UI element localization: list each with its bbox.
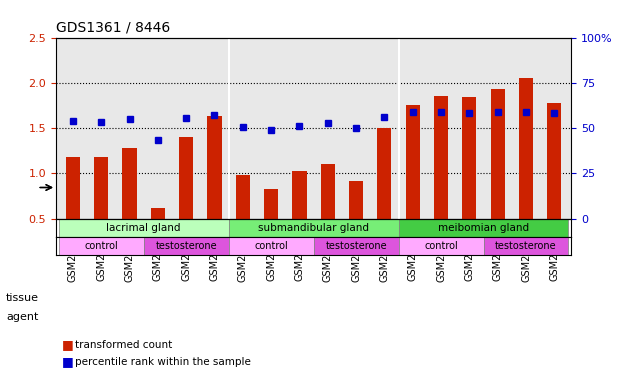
FancyBboxPatch shape (229, 237, 314, 255)
Bar (179, 137, 193, 219)
Bar (320, 164, 335, 219)
FancyBboxPatch shape (143, 237, 229, 255)
Bar (378, 128, 391, 219)
Text: meibomian gland: meibomian gland (438, 223, 529, 233)
Bar (151, 208, 165, 219)
Bar (207, 116, 222, 219)
FancyBboxPatch shape (314, 237, 399, 255)
Bar (406, 105, 420, 219)
Bar (66, 157, 80, 219)
Text: tissue: tissue (6, 293, 39, 303)
Text: control: control (84, 241, 118, 251)
FancyBboxPatch shape (59, 219, 229, 237)
Text: transformed count: transformed count (75, 340, 172, 350)
Text: percentile rank within the sample: percentile rank within the sample (75, 357, 250, 367)
Bar (519, 78, 533, 219)
Text: control: control (424, 241, 458, 251)
FancyBboxPatch shape (399, 237, 484, 255)
Text: ■: ■ (62, 339, 74, 351)
Bar (264, 189, 278, 219)
FancyBboxPatch shape (59, 237, 143, 255)
Text: control: control (254, 241, 288, 251)
Text: lacrimal gland: lacrimal gland (106, 223, 181, 233)
Text: testosterone: testosterone (155, 241, 217, 251)
FancyBboxPatch shape (399, 219, 568, 237)
Bar (122, 148, 137, 219)
Text: GDS1361 / 8446: GDS1361 / 8446 (56, 21, 170, 35)
Text: ■: ■ (62, 356, 74, 368)
Bar (236, 175, 250, 219)
Bar (462, 98, 476, 219)
FancyBboxPatch shape (229, 219, 399, 237)
Bar (292, 171, 307, 219)
Text: testosterone: testosterone (325, 241, 387, 251)
Text: agent: agent (6, 312, 39, 322)
Bar (434, 96, 448, 219)
FancyBboxPatch shape (484, 237, 568, 255)
Bar (547, 103, 561, 219)
Text: submandibular gland: submandibular gland (258, 223, 369, 233)
Text: testosterone: testosterone (495, 241, 557, 251)
Bar (349, 181, 363, 219)
Bar (94, 157, 108, 219)
Bar (491, 89, 505, 219)
